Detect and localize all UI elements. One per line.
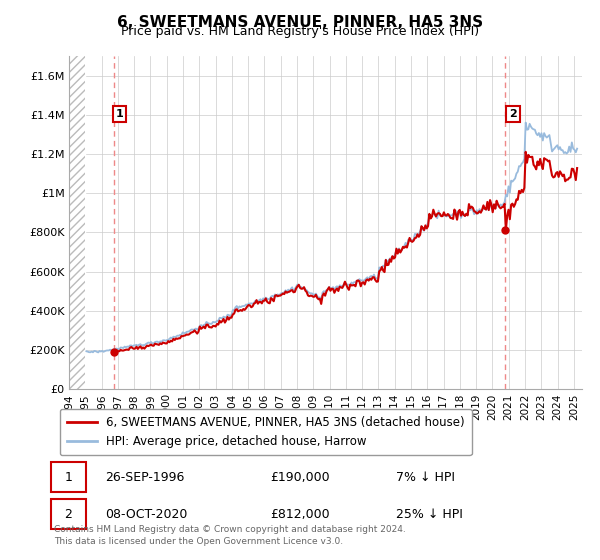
Text: 08-OCT-2020: 08-OCT-2020 [105, 507, 187, 521]
Bar [69, 56, 85, 389]
Text: 25% ↓ HPI: 25% ↓ HPI [396, 507, 463, 521]
Text: £190,000: £190,000 [270, 470, 329, 484]
Text: 1: 1 [64, 470, 73, 484]
Text: Contains HM Land Registry data © Crown copyright and database right 2024.
This d: Contains HM Land Registry data © Crown c… [54, 525, 406, 546]
Text: 2: 2 [64, 507, 73, 521]
Text: 6, SWEETMANS AVENUE, PINNER, HA5 3NS: 6, SWEETMANS AVENUE, PINNER, HA5 3NS [117, 15, 483, 30]
Text: 7% ↓ HPI: 7% ↓ HPI [396, 470, 455, 484]
Text: £812,000: £812,000 [270, 507, 329, 521]
Text: Price paid vs. HM Land Registry's House Price Index (HPI): Price paid vs. HM Land Registry's House … [121, 25, 479, 38]
Text: 2: 2 [509, 109, 517, 119]
Legend: 6, SWEETMANS AVENUE, PINNER, HA5 3NS (detached house), HPI: Average price, detac: 6, SWEETMANS AVENUE, PINNER, HA5 3NS (de… [60, 409, 472, 455]
Text: 1: 1 [116, 109, 124, 119]
Text: 26-SEP-1996: 26-SEP-1996 [105, 470, 184, 484]
Bar [69, 56, 85, 389]
